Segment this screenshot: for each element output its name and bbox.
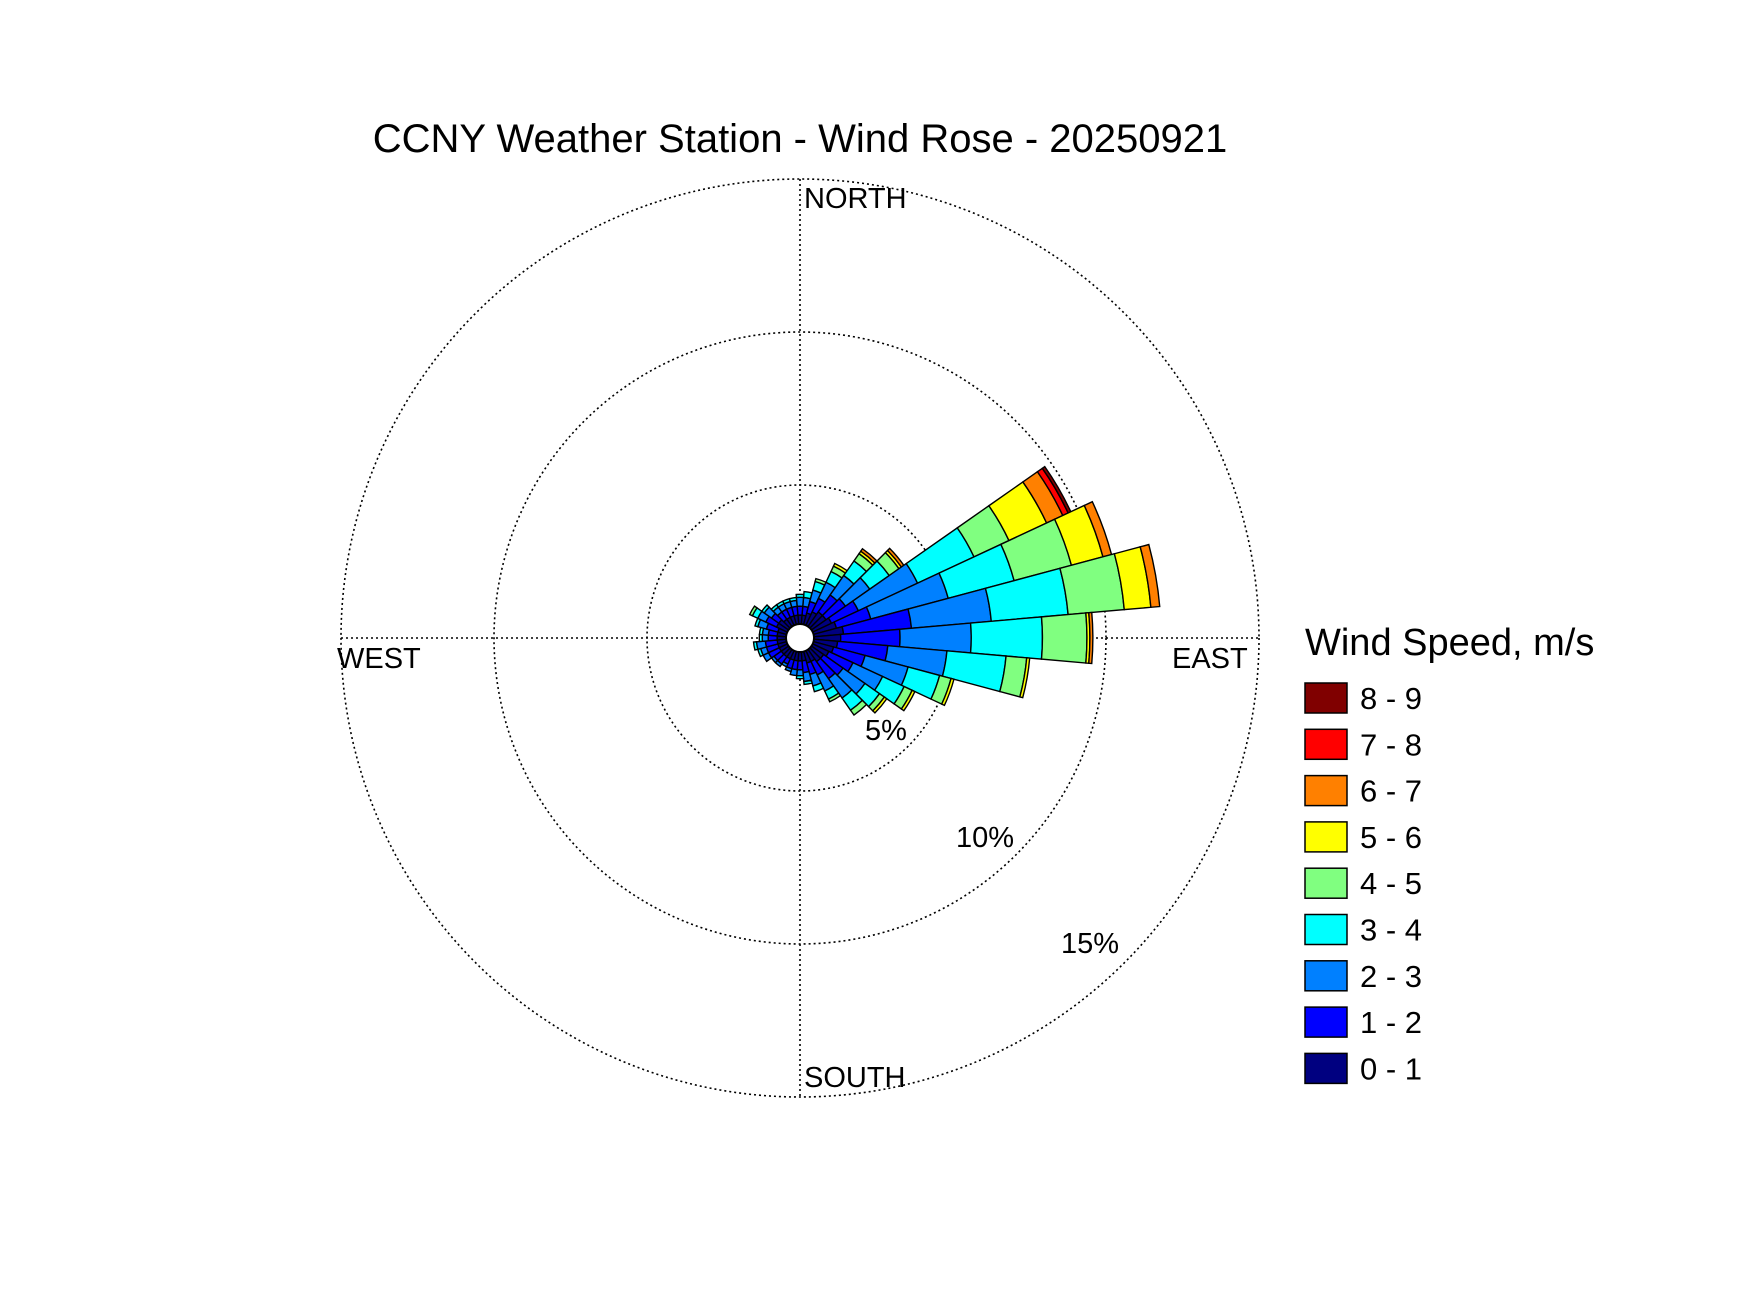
legend-swatch-1 [1304,728,1348,761]
petal-270-bin-3 [758,633,764,643]
polar-grid [340,178,1260,1098]
petal-300-bin-4 [748,605,758,617]
legend-label-1: 7 - 8 [1360,727,1422,762]
petal-80-bin-6 [1139,543,1161,609]
ring-label-5: 5% [865,715,907,747]
ring-label-15: 15% [1061,928,1119,960]
petal-350-bin-3 [788,596,798,603]
legend-items: 8 - 9 7 - 8 6 - 7 5 - 6 4 - 5 3 - 4 2 - 3 1 - 2… [1304,681,1422,1086]
petal-200-bin-2 [784,665,793,673]
petal-120-bin-5 [900,689,916,712]
legend: Wind Speed, m/s 8 - 9 7 - 8 6 - 7 5 - 6 4 - … [1304,622,1594,1086]
legend-swatch-3 [1304,821,1348,853]
chart-title: CCNY Weather Station - Wind Rose - 20250… [373,117,1228,161]
petal-100-bin-5 [1018,657,1031,699]
legend-label-3: 5 - 6 [1360,820,1422,855]
petal-310-bin-3 [760,604,771,614]
legend-title: Wind Speed, m/s [1305,622,1594,664]
calm-center [785,623,815,653]
petal-360-bin-2 [795,596,805,608]
wind-petals [748,465,1161,717]
legend-label-5: 3 - 4 [1360,913,1422,948]
petal-360-bin-0 [797,614,803,625]
direction-east: EAST [1172,643,1248,675]
legend-swatch-2 [1304,774,1348,807]
legend-label-6: 2 - 3 [1360,959,1422,994]
legend-swatch-5 [1304,913,1348,946]
petal-360-bin-3 [795,593,805,599]
petal-160-bin-3 [811,682,825,693]
petal-140-bin-4 [849,699,868,717]
legend-label-7: 1 - 2 [1360,1005,1422,1040]
legend-swatch-7 [1304,1006,1348,1038]
legend-swatch-8 [1304,1052,1348,1085]
petal-90-bin-4 [1040,612,1088,664]
petal-90-bin-6 [1088,611,1094,665]
direction-south: SOUTH [804,1062,906,1094]
legend-label-2: 6 - 7 [1360,774,1422,809]
ring-label-10: 10% [956,822,1014,854]
petal-260-bin-3 [752,641,759,651]
petal-130-bin-5 [871,696,888,714]
legend-swatch-6 [1304,960,1348,992]
legend-swatch-0 [1304,682,1348,714]
petal-170-bin-3 [803,679,813,686]
petal-360-bin-1 [796,605,804,616]
petal-180-bin-3 [795,674,805,680]
legend-label-8: 0 - 1 [1360,1051,1422,1086]
direction-west: WEST [337,643,421,675]
legend-label-0: 8 - 9 [1360,681,1422,716]
legend-swatch-4 [1304,867,1348,899]
petal-110-bin-5 [940,677,955,707]
petal-90-bin-3 [969,616,1044,660]
petal-150-bin-4 [827,692,842,703]
legend-label-4: 4 - 5 [1360,866,1422,901]
direction-north: NORTH [804,183,907,215]
